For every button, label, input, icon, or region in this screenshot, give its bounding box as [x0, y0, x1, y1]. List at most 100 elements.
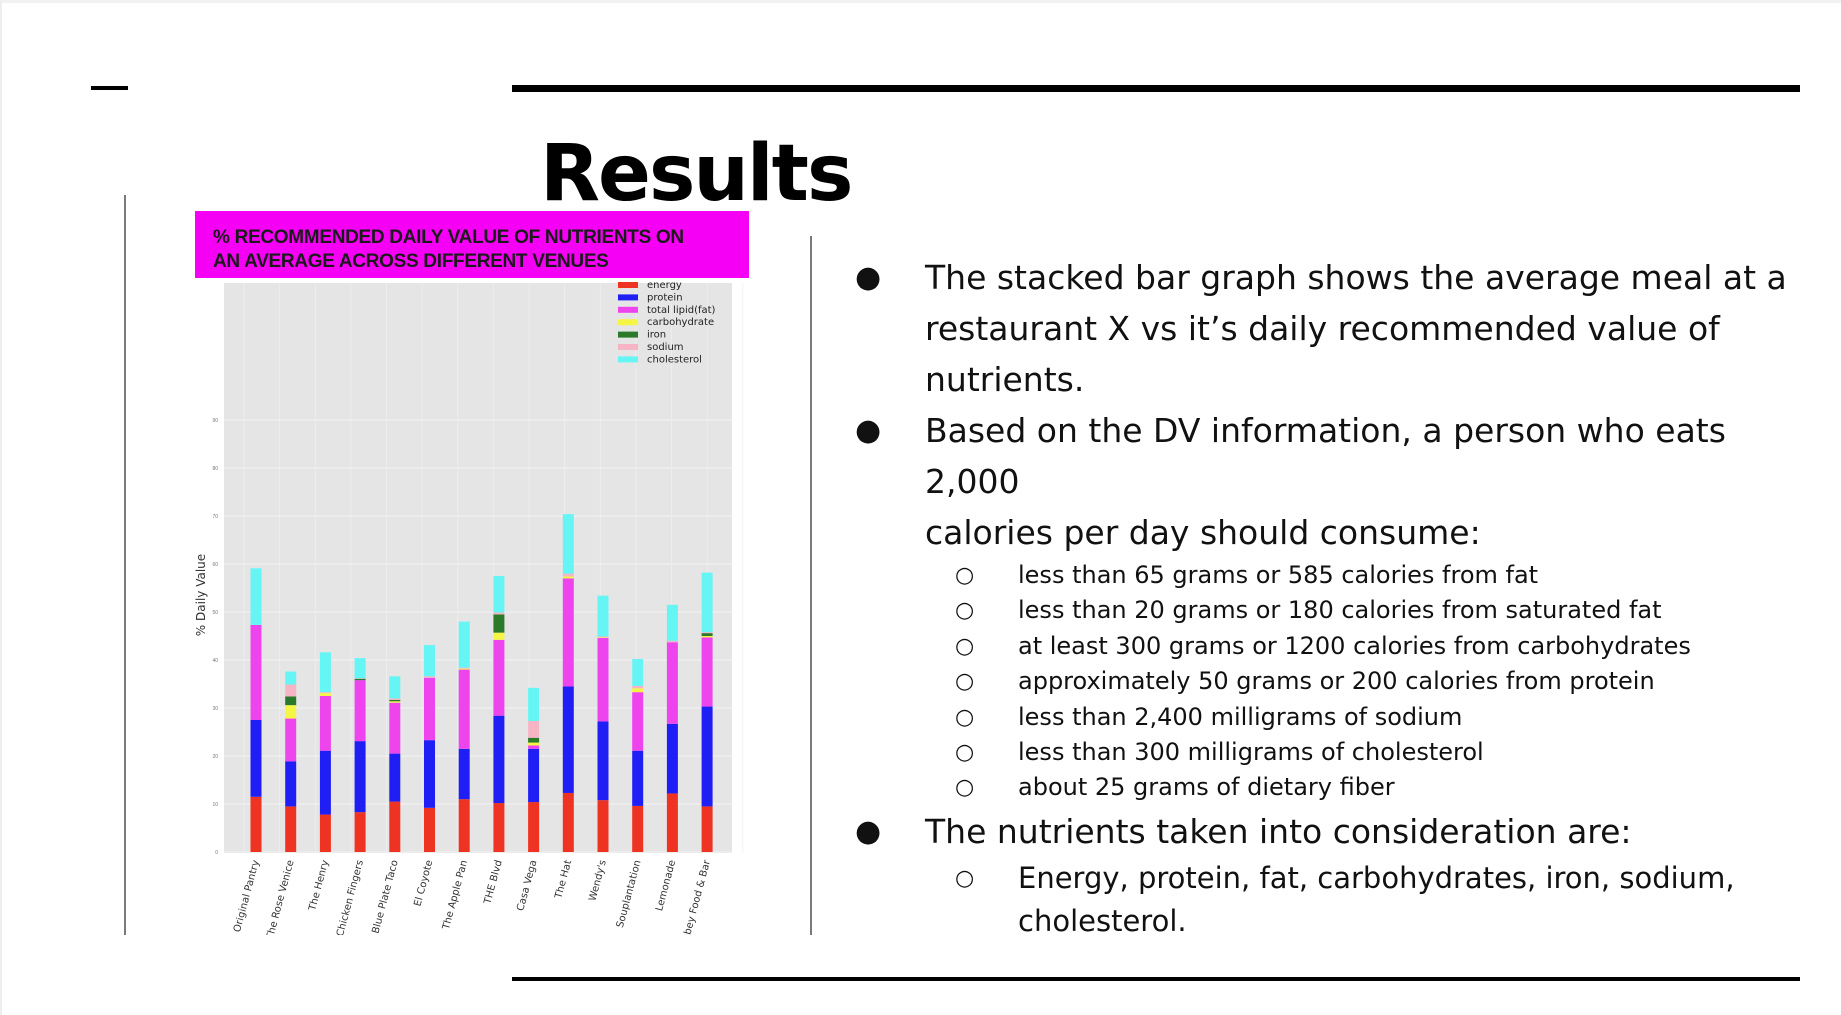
bar-segment [493, 612, 505, 615]
bullet-text: The stacked bar graph shows the average … [925, 258, 1787, 297]
bar-segment [528, 742, 540, 746]
bar-segment [632, 659, 644, 686]
bar-segment [285, 684, 297, 697]
bar-segment [701, 636, 713, 638]
x-tick-label: The Rose Venice [265, 859, 297, 935]
bar-segment [389, 698, 401, 700]
bottom-rule [512, 977, 1800, 981]
x-tick-label: e's Chicken Fingers [331, 859, 366, 935]
bullet-marker: ● [855, 813, 882, 849]
bar-segment [458, 668, 470, 670]
sub-bullet-text: less than 20 grams or 180 calories from … [1018, 596, 1662, 625]
bar-segment [458, 669, 470, 749]
x-tick-label: The Henry [307, 859, 331, 913]
page-title: Results [540, 129, 853, 219]
bar-segment [597, 637, 609, 722]
bar-segment [562, 686, 574, 793]
y-tick-label: 0 [215, 850, 218, 856]
sub-bullet-text: less than 65 grams or 585 calories from … [1018, 561, 1539, 589]
sub-bullet-item: ○ at least 300 grams or 1200 calories fro… [850, 629, 1810, 664]
chart-image[interactable]: 0 10 20 30 40 50 60 70 80 90 % Daily Value The Orig… [124, 195, 812, 935]
bullet-marker: ● [855, 413, 882, 448]
y-tick-label: 10 [212, 802, 218, 808]
bar-segment [562, 514, 574, 574]
bullet-list: ● The stacked bar graph shows the averag… [850, 252, 1810, 943]
bar-segment [632, 685, 644, 689]
bar-segment [666, 642, 678, 724]
bar-segment [389, 753, 401, 802]
sub-bullet-marker: ○ [955, 775, 975, 801]
sub-bullet-marker: ○ [955, 865, 975, 891]
bar-segment [701, 706, 713, 807]
bar-segment [458, 748, 470, 800]
y-tick-label: 40 [212, 658, 218, 664]
bar-segment [319, 692, 331, 694]
sub-bullet-text: Energy, protein, fat, carbohydrates, iro… [1018, 860, 1735, 895]
bar-segment [528, 802, 540, 852]
y-tick-label: 80 [212, 466, 218, 472]
bar-segment [666, 723, 678, 794]
x-tick-label: The Hat [553, 859, 574, 901]
sub-bullet-marker: ○ [955, 669, 975, 695]
slide-top-edge [0, 0, 1841, 3]
legend-label: iron [647, 330, 666, 341]
sub-bullet-item: ○ less than 300 milligrams of cholesterol [850, 735, 1810, 770]
y-tick-label: 30 [212, 706, 218, 712]
bar-segment [597, 595, 609, 637]
legend-swatch [618, 294, 638, 301]
bar-segment [250, 568, 262, 625]
sub-bullet-item: ○ Energy, protein, fat, carbohydrates, i… [850, 857, 1810, 943]
bullet-text: Based on the DV information, a person wh… [925, 411, 1726, 501]
bar-segment [562, 573, 574, 577]
bullet-item: ● The stacked bar graph shows the averag… [850, 252, 1810, 405]
bar-segment [701, 633, 713, 636]
bar-segment [493, 715, 505, 804]
bar-segment [354, 680, 366, 742]
sub-bullet-item: ○ less than 2,400 milligrams of sodium [850, 700, 1810, 735]
x-tick-label: El Coyote [412, 859, 435, 908]
bar-segment [666, 640, 678, 643]
slide-left-edge [0, 0, 2, 1015]
plot-background [224, 283, 732, 853]
bar-segment [632, 688, 644, 693]
bar-segment [528, 748, 540, 803]
bar-segment [701, 632, 713, 634]
bar-segment [285, 718, 297, 762]
legend-label: total lipid(fat) [647, 305, 716, 316]
accent-dash [91, 86, 128, 90]
bar-segment [424, 676, 435, 678]
legend-swatch [618, 306, 638, 313]
bar-segment [354, 678, 366, 679]
legend-label: carbohydrate [647, 317, 714, 328]
chart-title-line-2: AN AVERAGE ACROSS DIFFERENT VENUES [213, 251, 609, 272]
x-tick-label: The Original Pantry [226, 859, 262, 935]
bar-segment [458, 799, 470, 852]
x-tick-label: Blue Plate Taco [370, 859, 400, 935]
bar-segment [285, 671, 297, 685]
bar-segment [424, 740, 435, 808]
bullet-text: nutrients. [925, 360, 1085, 399]
bar-segment [493, 614, 505, 633]
y-tick-label: 20 [212, 754, 218, 760]
bar-segment [701, 806, 713, 852]
legend-swatch [618, 356, 638, 363]
bar-segment [389, 676, 401, 699]
stacked-bar-chart: 0 10 20 30 40 50 60 70 80 90 % Daily Value The Orig… [124, 195, 812, 935]
bullet-item: ● Based on the DV information, a person … [850, 405, 1810, 558]
bullet-marker: ● [855, 260, 882, 295]
bar-segment [493, 632, 505, 640]
sub-bullet-item: ○ approximately 50 grams or 200 calories … [850, 664, 1810, 699]
x-tick-label: The Apple Pan [441, 859, 470, 932]
x-tick-label: Abbey Food & Bar [679, 858, 713, 935]
bullet-item: ● The nutrients taken into consideration… [850, 806, 1810, 857]
sub-bullet-text: less than 2,400 milligrams of sodium [1018, 702, 1463, 731]
bar-segment [319, 750, 331, 815]
sub-bullet-text: cholesterol. [1018, 903, 1187, 938]
sub-bullet-item: ○ less than 20 grams or 180 calories from… [850, 593, 1810, 628]
bar-segment [493, 576, 505, 613]
bullet-text: The nutrients taken into consideration a… [925, 811, 1632, 851]
bar-segment [597, 800, 609, 852]
bullet-text: restaurant X vs it’s daily recommended v… [925, 309, 1720, 348]
legend-label: protein [647, 292, 683, 303]
legend-label: sodium [647, 342, 684, 353]
